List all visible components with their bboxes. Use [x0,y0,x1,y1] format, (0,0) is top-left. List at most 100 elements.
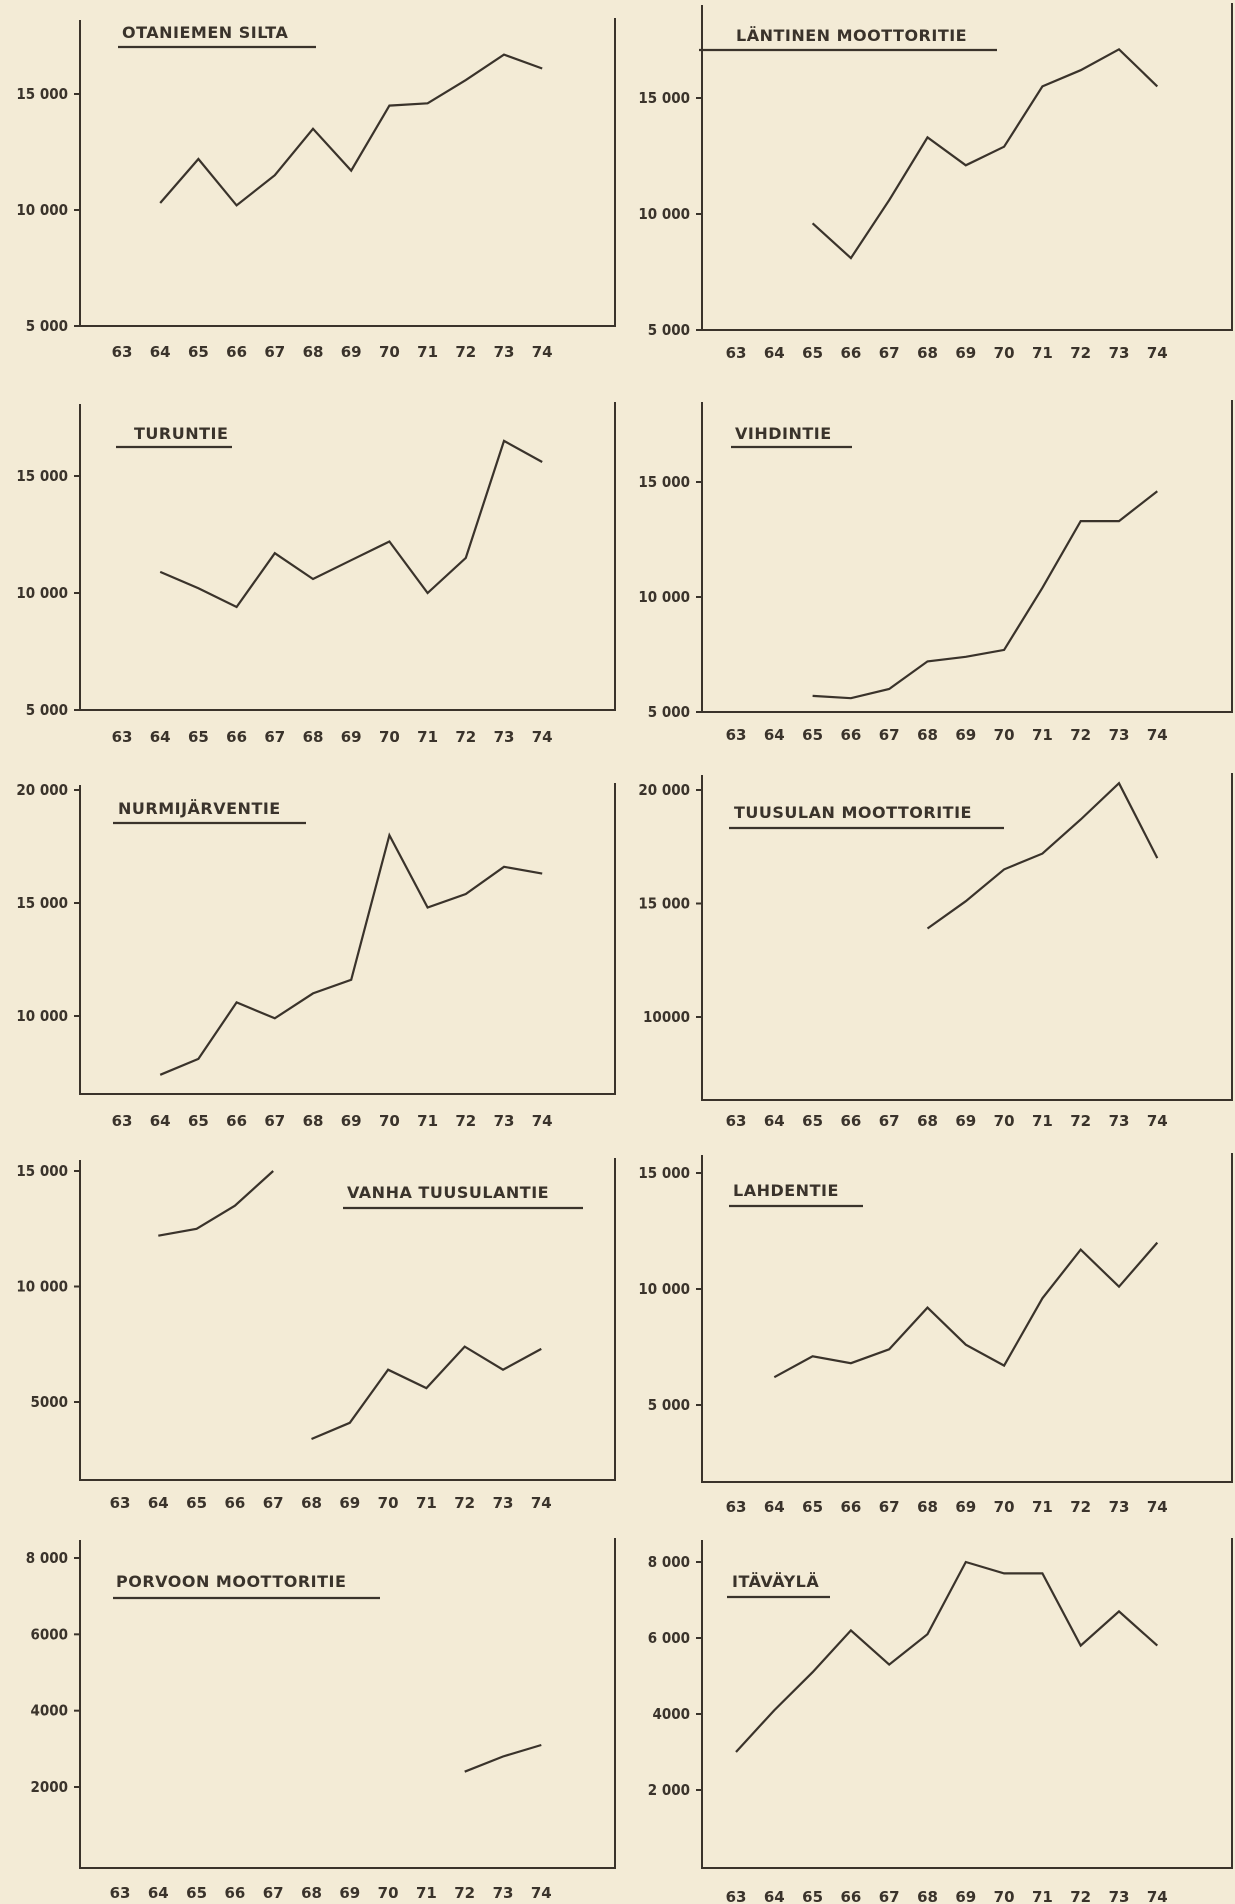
x-tick-label: 72 [454,1494,475,1512]
x-tick-label: 71 [1032,1888,1053,1904]
y-tick-label: 15 000 [638,89,690,107]
x-tick-label: 73 [1109,1888,1130,1904]
x-tick-label: 73 [494,728,515,746]
x-tick-label: 67 [879,726,900,744]
x-tick-label: 64 [764,1112,785,1130]
y-tick-label: 10000 [643,1008,690,1026]
x-tick-label: 67 [879,1112,900,1130]
x-tick-label: 70 [378,1494,399,1512]
series-line-segment-2 [311,1345,542,1441]
x-tick-label: 67 [264,1112,285,1130]
y-tick-label: 5 000 [648,1396,690,1414]
x-tick-label: 69 [955,726,976,744]
y-tick-label: 2000 [30,1778,68,1796]
x-tick-label: 65 [188,343,209,361]
x-tick-label: 74 [532,1112,553,1130]
y-tick-label: 2 000 [648,1781,690,1799]
x-tick-label: 67 [264,343,285,361]
x-tick-label: 64 [150,343,171,361]
x-tick-label: 74 [1147,344,1168,362]
y-tick-label: 8 000 [26,1549,68,1567]
x-tick-label: 65 [802,1888,823,1904]
x-tick-label: 66 [840,1112,861,1130]
series-line-segment-1 [773,1241,1159,1379]
y-tick-label: 15 000 [638,473,690,491]
x-tick-label: 69 [341,343,362,361]
y-tick-label: 6 000 [648,1629,690,1647]
x-tick-label: 64 [148,1494,169,1512]
x-tick-label: 64 [148,1884,169,1902]
x-tick-label: 70 [994,344,1015,362]
series-line-segment-1 [812,490,1158,700]
chart-title: VANHA TUUSULANTIE [347,1183,549,1202]
x-tick-label: 64 [764,1498,785,1516]
y-tick-label: 10 000 [638,588,690,606]
chart-title: ITÄVÄYLÄ [732,1572,819,1591]
x-tick-label: 73 [1109,726,1130,744]
x-tick-label: 67 [263,1884,284,1902]
x-tick-label: 69 [341,1112,362,1130]
chart-svg-9: 2000 4000 6000 8 000 63 64 65 66 67 68 69 70 71 72 73 7… [26,1538,616,1902]
x-tick-label: 68 [301,1884,322,1902]
chart-panel-3: 5 000 10 000 15 000 63 64 65 66 67 68 69 70 71 72 73 7… [0,380,617,760]
x-tick-label: 70 [379,1112,400,1130]
x-tick-label: 63 [112,728,133,746]
series-line-segment-1 [926,781,1159,930]
y-tick-label: 20 000 [16,781,68,799]
chart-svg-2: 5 000 10 000 15 000 63 64 65 66 67 68 69 70 71 72 73 7… [638,3,1233,362]
x-tick-label: 63 [726,726,747,744]
series-line-segment-1 [464,1743,542,1773]
x-tick-label: 65 [802,1112,823,1130]
y-tick-label: 10 000 [16,584,68,602]
x-tick-label: 72 [1070,1888,1091,1904]
chart-panel-7: 5000 10 000 15 000 63 64 65 66 67 68 69 70 71 72 73 74… [0,1140,617,1520]
chart-panel-9: 2000 4000 6000 8 000 63 64 65 66 67 68 69 70 71 72 73 7… [0,1520,617,1902]
x-tick-label: 67 [264,728,285,746]
x-tick-label: 74 [1147,1888,1168,1904]
x-tick-label: 66 [226,1112,247,1130]
x-tick-label: 65 [802,1498,823,1516]
x-tick-label: 66 [224,1884,245,1902]
x-tick-label: 73 [1109,344,1130,362]
axis-frame [79,402,616,711]
y-tick-label: 15 000 [16,467,68,485]
x-tick-label: 70 [379,728,400,746]
y-tick-label: 20 000 [638,781,690,799]
chart-svg-8: 5 000 10 000 15 000 63 64 65 66 67 68 69 70 71 72 73 7… [638,1153,1233,1516]
x-tick-label: 74 [531,1884,552,1902]
x-tick-label: 72 [455,343,476,361]
series-line-segment-1 [735,1560,1159,1753]
y-tick-label: 15 000 [638,1164,690,1182]
x-tick-label: 74 [1147,1112,1168,1130]
x-tick-label: 68 [917,1888,938,1904]
x-tick-label: 73 [1109,1498,1130,1516]
x-tick-label: 71 [416,1884,437,1902]
axis-frame [79,1538,616,1869]
chart-svg-10: 2 000 4000 6 000 8 000 63 64 65 66 67 68 69 70 71 72 7… [648,1538,1233,1904]
x-tick-label: 72 [455,1112,476,1130]
x-tick-label: 74 [1147,1498,1168,1516]
chart-svg-7: 5000 10 000 15 000 63 64 65 66 67 68 69 70 71 72 73 74… [16,1158,616,1512]
x-tick-label: 74 [531,1494,552,1512]
x-tick-label: 65 [188,728,209,746]
chart-title: NURMIJÄRVENTIE [118,799,281,818]
axis-frame [79,1158,616,1481]
x-tick-label: 70 [994,1498,1015,1516]
chart-panel-6: 10000 15 000 20 000 63 64 65 66 67 68 69 70 71 72 73 7… [617,760,1234,1140]
x-tick-label: 68 [917,1112,938,1130]
axis-frame [701,3,1233,331]
y-tick-label: 5 000 [648,703,690,721]
y-tick-label: 5 000 [26,701,68,719]
x-tick-label: 63 [726,1498,747,1516]
x-tick-label: 63 [110,1494,131,1512]
x-tick-label: 72 [1070,726,1091,744]
x-tick-label: 66 [840,1888,861,1904]
x-tick-label: 72 [454,1884,475,1902]
x-tick-label: 66 [840,344,861,362]
axis-frame [701,773,1233,1101]
x-tick-label: 67 [879,1498,900,1516]
chart-title: LAHDENTIE [733,1181,839,1200]
series-line-segment-1 [159,832,543,1076]
x-tick-label: 69 [955,1498,976,1516]
